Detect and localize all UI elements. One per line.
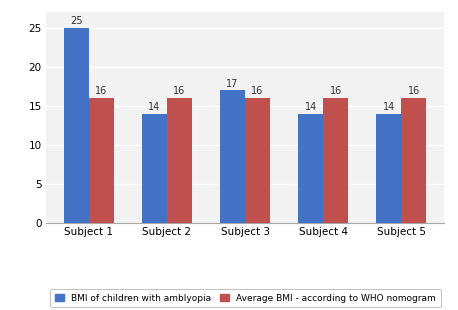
Text: 14: 14 xyxy=(305,102,317,112)
Bar xyxy=(323,98,348,223)
Bar xyxy=(376,114,401,223)
Bar xyxy=(220,91,245,223)
Bar xyxy=(245,98,270,223)
Bar xyxy=(89,98,114,223)
Bar xyxy=(142,114,167,223)
Text: 14: 14 xyxy=(382,102,395,112)
Bar xyxy=(64,28,89,223)
Text: 16: 16 xyxy=(408,86,420,96)
Bar xyxy=(298,114,323,223)
Legend: BMI of children with amblyopia, Average BMI - according to WHO nomogram: BMI of children with amblyopia, Average … xyxy=(50,289,441,307)
Text: 25: 25 xyxy=(70,16,82,26)
Text: 14: 14 xyxy=(148,102,161,112)
Text: 16: 16 xyxy=(173,86,185,96)
Bar xyxy=(167,98,192,223)
Text: 16: 16 xyxy=(329,86,342,96)
Text: 16: 16 xyxy=(95,86,108,96)
Text: 17: 17 xyxy=(226,78,239,89)
Bar xyxy=(401,98,426,223)
Text: 16: 16 xyxy=(251,86,264,96)
